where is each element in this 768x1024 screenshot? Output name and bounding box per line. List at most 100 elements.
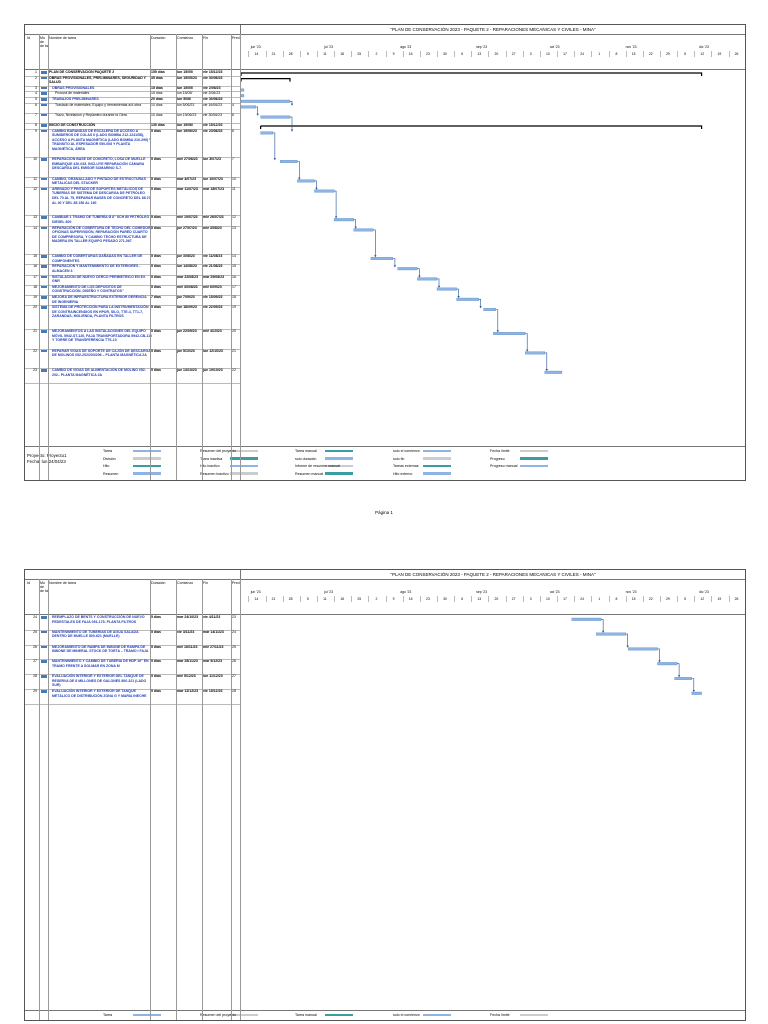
task-mode-icon <box>41 187 47 191</box>
table-row[interactable]: 10 REPARACION BASE DE CONCRETO, LOSA DE M… <box>25 157 240 178</box>
dependency-link <box>437 278 440 287</box>
legend-swatch <box>325 1013 353 1017</box>
table-row[interactable]: 19 MEJORA DE INFRAESTRUCTURA EXTERIOR GER… <box>25 295 240 307</box>
legend-swatch <box>520 457 548 460</box>
timescale-day: 26 <box>728 51 744 57</box>
table-row[interactable]: 8 INICIO DE CONSTRUCCIÓN 130 días lun 19/06… <box>25 123 240 130</box>
table-row[interactable]: 23 CAMBIO DE VIGAS DE ALIMENTACIÓN DE MOL… <box>25 368 240 384</box>
timescale-month: nov '23 <box>625 590 637 594</box>
legend-label: solo duración <box>295 456 317 461</box>
task-start: mar 12/12/23 <box>177 689 199 693</box>
task-mode-icon <box>41 76 47 80</box>
table-row[interactable]: 9 CAMBIO BARANDAS DE ESCALERA DE ACCESO A… <box>25 129 240 159</box>
legend-swatch <box>520 449 548 453</box>
task-bar <box>397 267 418 271</box>
column-divider <box>39 579 40 1020</box>
task-mode-icon <box>41 98 47 101</box>
table-row[interactable]: 6 Traslado de materiales, Equipo y herram… <box>25 103 240 114</box>
task-id: 19 <box>33 295 37 299</box>
task-name: Procura de materiales <box>55 91 90 96</box>
task-mode-icon <box>41 690 47 693</box>
task-finish: vie 15/09/23 <box>203 295 223 299</box>
timescale-day: 20 <box>488 596 503 602</box>
task-finish: lun 3/07/23 <box>203 157 221 162</box>
table-row[interactable]: 13 CAMBIAR 1 TRAMO DE TUBERÍA Ø 8" SCH 80… <box>25 215 240 227</box>
task-bar <box>370 257 394 260</box>
gantt-chart <box>241 614 745 809</box>
dependency-arrow <box>298 177 301 180</box>
task-bar <box>260 115 291 119</box>
legend-item: Progreso <box>490 1021 580 1022</box>
table-row[interactable]: 27 MANTENIMIENTO Y CAMBIO DE TUBERIA DE H… <box>25 659 240 676</box>
table-row[interactable]: 11 CAMBIO, GRANALLADO Y PINTADO DE ESTRUC… <box>25 177 240 188</box>
project-date: Fecha: lun 24/04/23 <box>27 459 66 464</box>
table-row[interactable]: 25 MANTENIMIENTO DE TUBERIAS DE AGUA SALA… <box>25 630 240 646</box>
timescale-day: 12 <box>694 596 709 602</box>
table-row[interactable]: 4 Procura de materiales 15 días lun 15/05/v… <box>25 91 240 98</box>
table-row[interactable]: 28 EVALUACIÓN INTERIOR Y EXTERIOR DEL TAN… <box>25 674 240 690</box>
table-row[interactable]: 7 Trazo, Nivelacion y Replanteo durante l… <box>25 113 240 124</box>
legend-swatch <box>423 1013 451 1017</box>
dependency-link <box>677 663 680 677</box>
task-predecessor: 11 <box>232 186 236 191</box>
task-finish: mié 6/09/23 <box>203 284 222 289</box>
table-row[interactable]: 1 PLAN DE CONSERVACION PAQUETE 2 155 días l… <box>25 70 240 77</box>
table-row[interactable]: 16 REPARACION Y MANTENIMIENTO DE EXTERIOR… <box>25 264 240 276</box>
task-name: OBRAS PROVISIONALES, PRELIMINARES, SEGUR… <box>49 75 146 85</box>
task-finish: mié 26/07/23 <box>203 215 224 220</box>
gantt-page-1: "PLAN DE CONSERVACIÓN 2023 - PAQUETE 2 -… <box>24 24 746 481</box>
col-pred: Pred <box>232 36 240 40</box>
timescale-day: 11 <box>316 51 332 57</box>
timescale-month: sep '23 <box>476 590 488 594</box>
col-name: Nombre de tarea <box>49 581 76 585</box>
timescale-day: 5 <box>299 51 315 57</box>
table-row[interactable]: 15 CAMBIO DE COBERTURAS DAÑADAS EN TALLER… <box>25 254 240 266</box>
task-id: 7 <box>35 112 37 117</box>
table-row[interactable]: 29 EVALUACIÓN INTERIOR Y EXTERIOR DE TANQ… <box>25 689 240 705</box>
task-name: ARENADO Y PINTADO DE SOPORTES METÁLICOS … <box>52 186 151 205</box>
timescale-day: 5 <box>299 596 315 602</box>
timescale-day: 18 <box>334 51 349 57</box>
table-row[interactable]: 21 MEJORAMIENTOS A LAS INSTALACIONES DEL … <box>25 329 240 350</box>
table-row[interactable]: 12 ARENADO Y PINTADO DE SOPORTES METÁLICO… <box>25 187 240 217</box>
timescale-day: 24 <box>574 596 589 602</box>
task-mode-icon <box>41 330 47 333</box>
table-row[interactable]: 3 OBRAS PROVISIONALES 15 días lun 15/05/vie… <box>25 86 240 93</box>
task-finish: vie 4/11/23 <box>203 615 221 619</box>
task-duration: 10 días <box>151 112 163 117</box>
task-id: 1 <box>35 70 37 74</box>
task-start: mié 19/07/23 <box>177 215 198 220</box>
table-row[interactable]: 20 SISTEMA DE PROTECCIÓN PARA LA INSTRUME… <box>25 305 240 331</box>
task-id: 21 <box>33 329 37 334</box>
table-row[interactable]: 24 REEMPLAZO DE BENTS Y CONSTRUCCIÓN DE N… <box>25 615 240 631</box>
table-row[interactable]: 2 OBRAS PROVISIONALES, PRELIMINARES, SEGU… <box>25 76 240 87</box>
task-name: OBRAS PROVISIONALES <box>52 85 95 90</box>
dependency-link <box>314 180 317 189</box>
dependency-link <box>657 648 660 662</box>
table-row[interactable]: 5 TRABAJOS PRELIMINARES 20 días lun 5/06/vi… <box>25 97 240 104</box>
timescale-day: 12 <box>694 51 709 57</box>
legend-item: solo duración <box>295 1021 385 1022</box>
title-row: "PLAN DE CONSERVACIÓN 2023 - PAQUETE 2 -… <box>25 570 745 580</box>
task-mode-icon <box>41 645 47 649</box>
table-row[interactable]: 26 MEJORAMIENTO DE RAMPA DE INBONE DE RAM… <box>25 645 240 661</box>
task-bar <box>280 160 298 163</box>
task-id: 4 <box>35 91 37 96</box>
table-row[interactable]: 14 REPARACIÓN DE COBERTURA DE TECHO DEL C… <box>25 226 240 256</box>
task-bar <box>525 351 545 355</box>
task-predecessor: 15 <box>232 264 236 269</box>
table-row[interactable]: 22 REPARAR VIGAS DE SOPORTE DE CAJÓN DE D… <box>25 349 240 369</box>
col-pred: Pred <box>232 581 240 585</box>
dependency-arrow <box>496 330 499 333</box>
column-divider <box>150 34 151 480</box>
task-id: 24 <box>33 615 37 619</box>
legend-item: solo fin <box>393 457 483 461</box>
task-finish: vie 21/08/23 <box>203 264 223 269</box>
legend-swatch <box>230 449 258 453</box>
table-row[interactable]: 18 MEJORAMIENTO DE LOS DEPOSITOS DE CONST… <box>25 285 240 296</box>
dependency-arrow <box>437 285 441 288</box>
table-row[interactable]: 17 INSTALACION DE NUEVO CERCO PERIMETRICO… <box>25 275 240 286</box>
task-start: jue 7/09/23 <box>177 295 195 299</box>
task-mode-icon <box>41 113 47 117</box>
